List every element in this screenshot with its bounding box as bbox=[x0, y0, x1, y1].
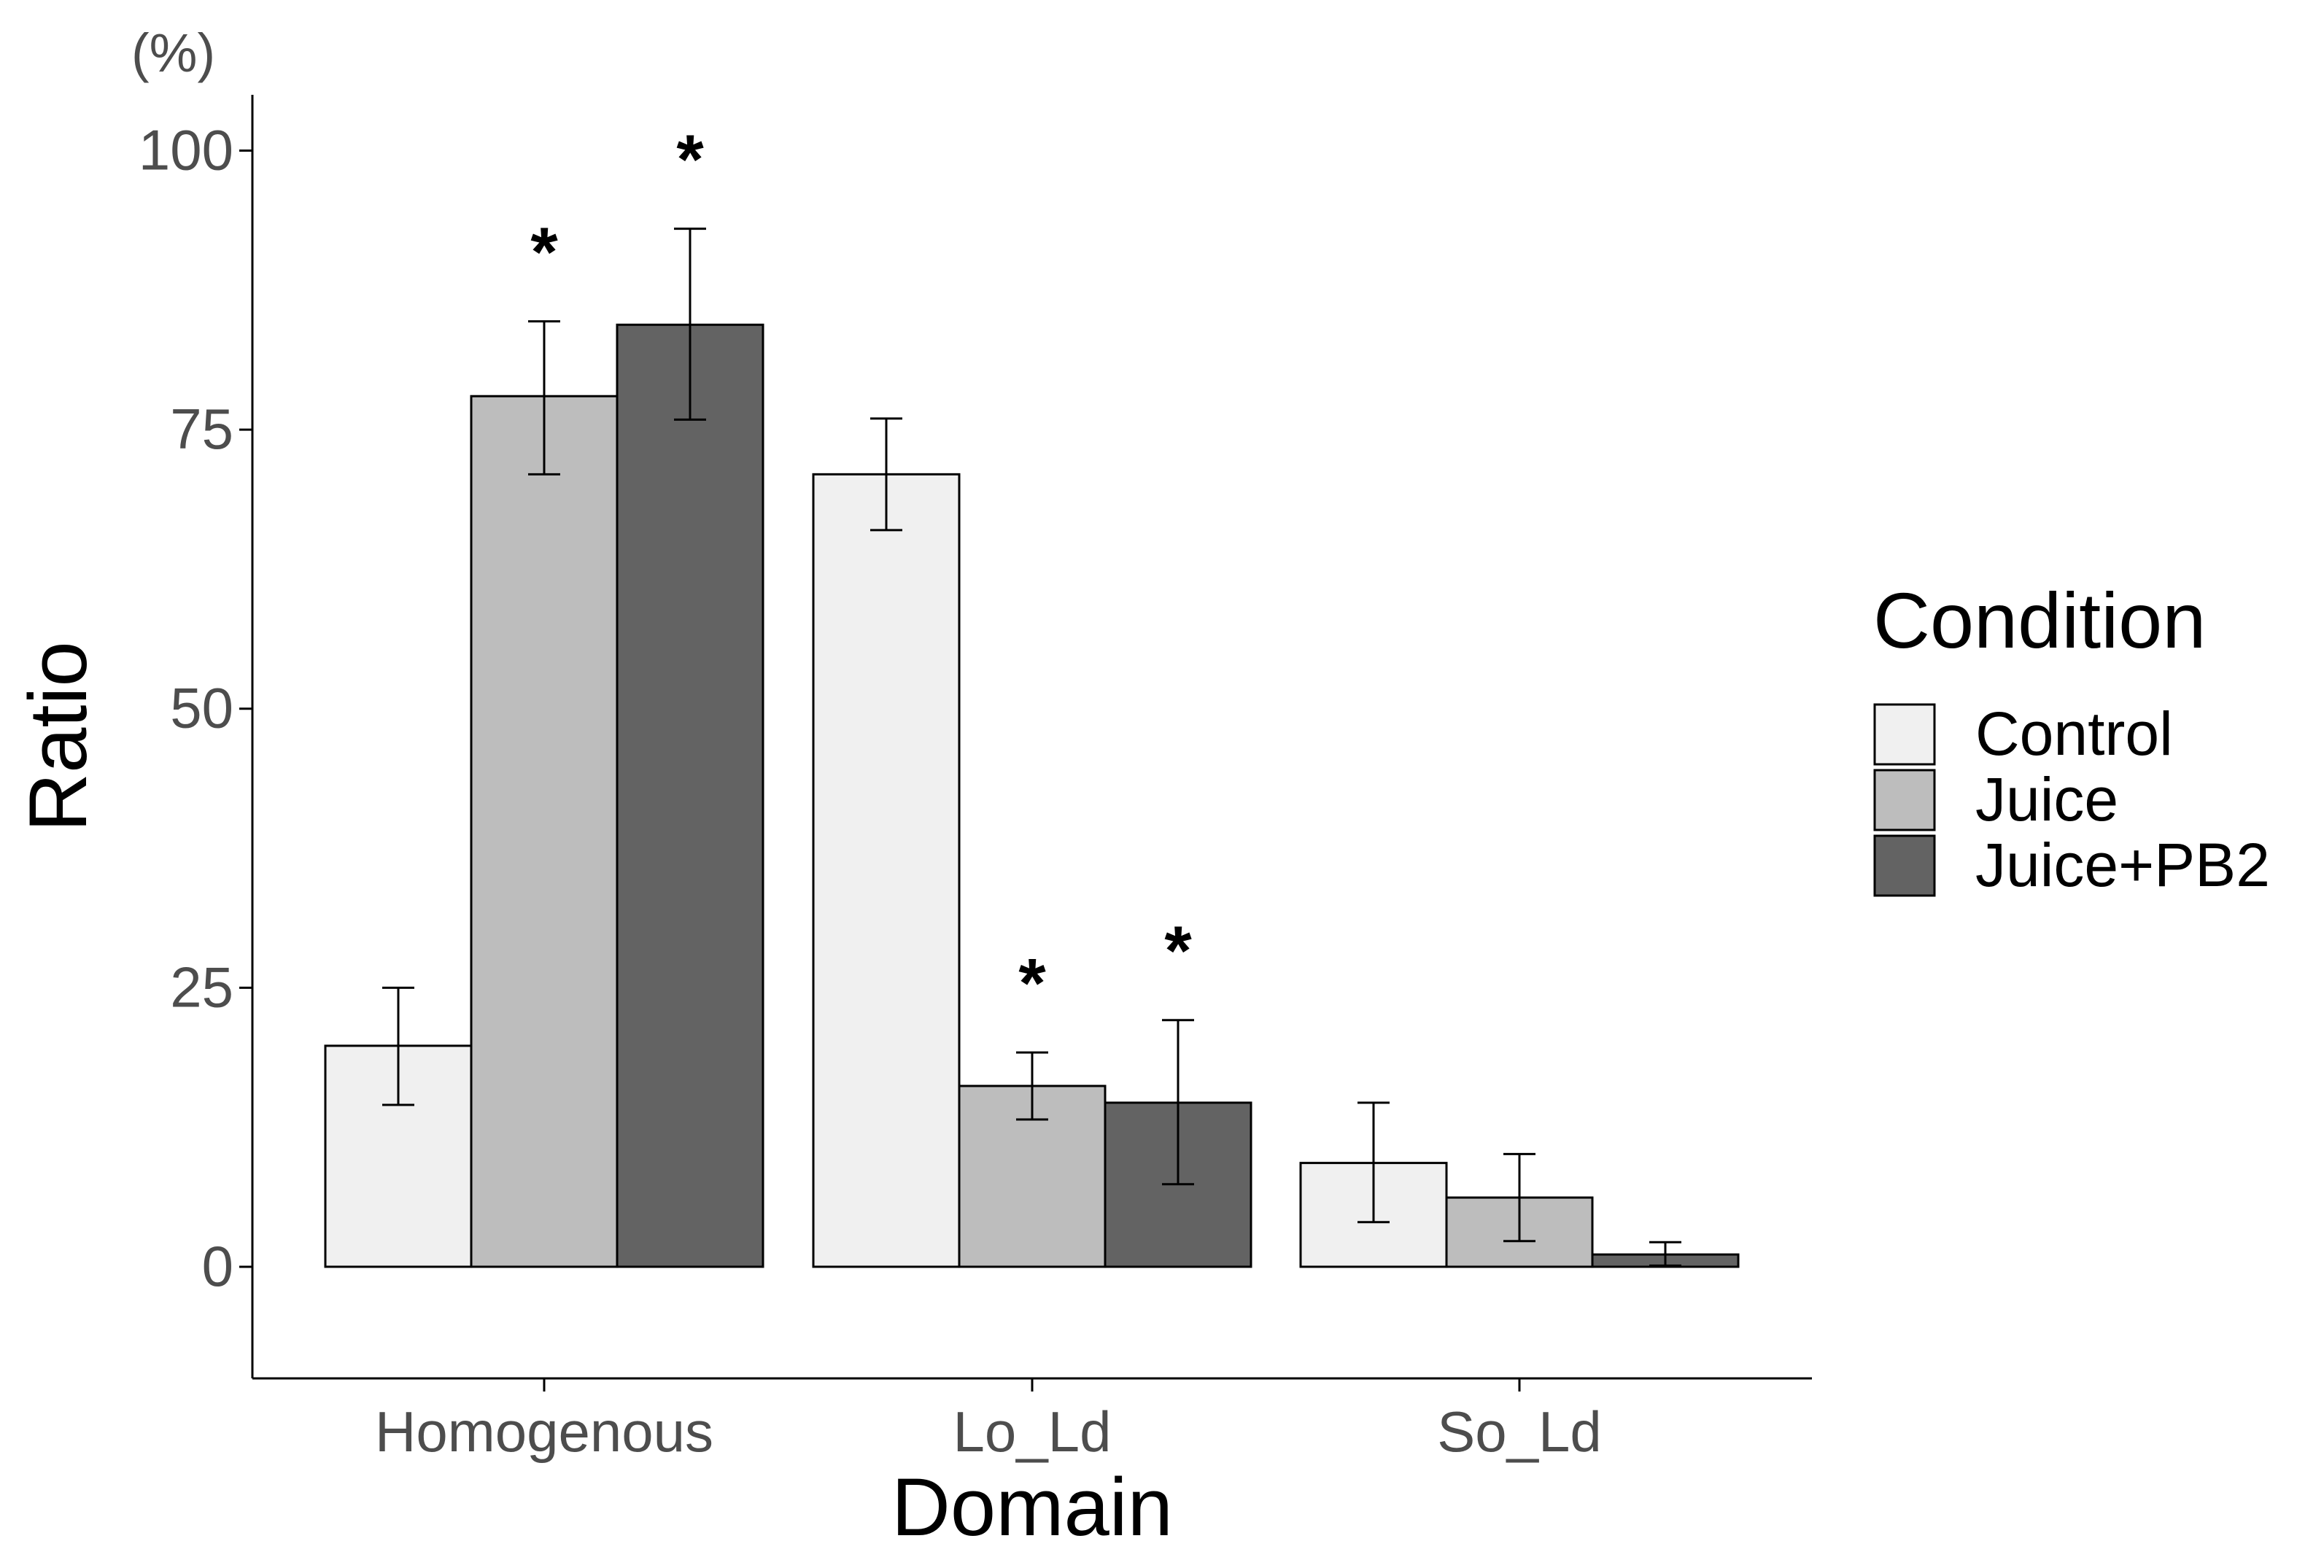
error-bar-so-ld-juice bbox=[1503, 1152, 1535, 1243]
legend-label-juice: Juice bbox=[1975, 765, 2118, 834]
significance-marker-homogenous-juice: * bbox=[530, 214, 558, 292]
legend-item-juice-pb2: Juice+PB2 bbox=[1873, 831, 2270, 899]
legend-title: Condition bbox=[1873, 576, 2206, 664]
legend-label-juice-pb2: Juice+PB2 bbox=[1975, 831, 2270, 899]
legend-item-control: Control bbox=[1873, 699, 2173, 768]
legend-key-juice bbox=[1873, 769, 1936, 831]
error-bars-layer bbox=[382, 228, 1681, 1267]
y-tick-label: 25 bbox=[170, 955, 233, 1019]
y-tick-label: 75 bbox=[170, 397, 233, 461]
legend-key-control bbox=[1873, 703, 1936, 766]
y-tick-label: 50 bbox=[170, 676, 233, 740]
bar-lo-ld-control bbox=[812, 473, 961, 1268]
significance-layer: * * * * bbox=[530, 121, 1192, 1022]
x-tick-label-homogenous: Homogenous bbox=[375, 1400, 713, 1464]
y-ticks: 0 25 50 75 100 bbox=[139, 118, 252, 1298]
legend-item-juice: Juice bbox=[1873, 765, 2118, 834]
x-axis-title: Domain bbox=[891, 1462, 1173, 1553]
legend-label-control: Control bbox=[1975, 699, 2173, 768]
error-bar-homogenous-control bbox=[382, 986, 414, 1106]
error-bar-lo-ld-juice-pb2 bbox=[1162, 1019, 1194, 1186]
error-bar-homogenous-juice-pb2 bbox=[674, 228, 706, 421]
significance-marker-lo-ld-juice-pb2: * bbox=[1164, 912, 1192, 990]
error-bar-so-ld-control bbox=[1357, 1101, 1390, 1224]
x-ticks: Homogenous Lo_Ld So_Ld bbox=[375, 1378, 1602, 1464]
y-tick-label: 0 bbox=[202, 1234, 233, 1298]
x-tick-label-so-ld: So_Ld bbox=[1437, 1400, 1602, 1464]
error-bar-lo-ld-juice bbox=[1016, 1051, 1048, 1121]
y-axis-title: Ratio bbox=[12, 641, 104, 831]
error-bar-lo-ld-control bbox=[870, 417, 902, 532]
y-unit-label: (%) bbox=[131, 23, 215, 83]
significance-marker-homogenous-juice-pb2: * bbox=[676, 121, 704, 199]
bar-homogenous-juice-pb2 bbox=[616, 323, 764, 1268]
y-tick-label: 100 bbox=[139, 118, 233, 182]
bar-homogenous-juice bbox=[470, 395, 619, 1268]
legend-key-juice-pb2 bbox=[1873, 834, 1936, 897]
error-bar-homogenous-juice bbox=[528, 320, 560, 476]
bars-layer bbox=[324, 323, 1740, 1268]
significance-marker-lo-ld-juice: * bbox=[1018, 944, 1046, 1022]
error-bar-so-ld-juice-pb2 bbox=[1649, 1241, 1681, 1267]
x-tick-label-lo-ld: Lo_Ld bbox=[953, 1400, 1112, 1464]
